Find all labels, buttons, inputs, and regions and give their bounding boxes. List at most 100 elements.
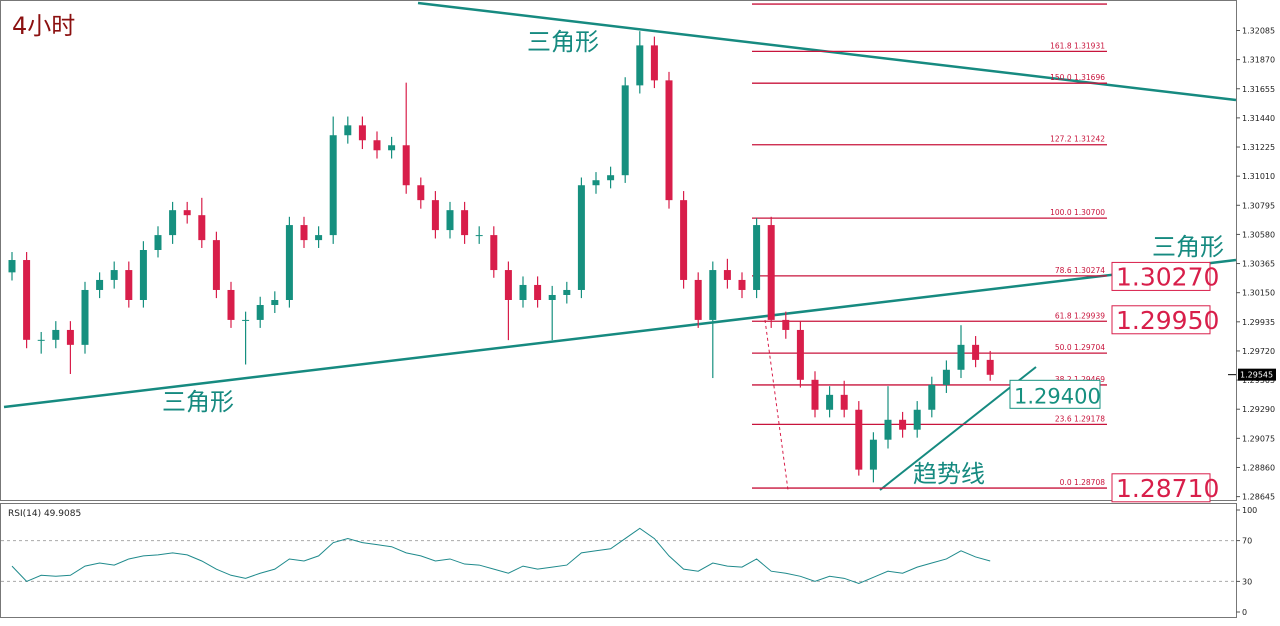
y-tick-label: 30 xyxy=(1242,577,1252,586)
candle-body xyxy=(110,270,118,280)
candle-body xyxy=(475,235,483,237)
candle-body xyxy=(811,379,819,410)
price-box xyxy=(1111,473,1211,503)
y-tick-label: 1.28860 xyxy=(1242,463,1275,472)
candle-body xyxy=(767,225,775,320)
price-box xyxy=(1111,305,1211,335)
y-tick-label: 1.31010 xyxy=(1242,172,1275,181)
candle-body xyxy=(242,319,250,321)
fib-label: 50.0 1.29704 xyxy=(1055,343,1105,352)
candle-body xyxy=(490,235,498,271)
candle-body xyxy=(37,339,45,341)
candle-body xyxy=(300,225,308,241)
candle-body xyxy=(650,45,658,81)
rsi-line xyxy=(11,527,991,584)
y-tick-label: 1.31655 xyxy=(1242,85,1275,94)
candle-body xyxy=(256,305,264,320)
candle-body xyxy=(782,319,790,330)
candle-body xyxy=(680,200,688,280)
y-tick-label: 0 xyxy=(1242,608,1247,617)
candle-body xyxy=(709,270,717,320)
fib-label: 23.6 1.29178 xyxy=(1055,414,1105,423)
candle-body xyxy=(957,344,965,370)
y-tick-label: 1.28645 xyxy=(1242,493,1275,502)
candle-body xyxy=(358,125,366,141)
chart-title: 4小时 xyxy=(12,12,75,40)
candle-body xyxy=(621,85,629,176)
y-tick-label: 1.30580 xyxy=(1242,230,1275,239)
candle-body xyxy=(607,175,615,181)
candle-body xyxy=(665,80,673,201)
candle-body xyxy=(855,409,863,470)
fib-label: 161.8 1.31931 xyxy=(1050,41,1105,50)
fib-label: 38.2 1.29469 xyxy=(1055,375,1105,384)
candle-body xyxy=(796,329,804,380)
candle-body xyxy=(329,135,337,236)
candle-body xyxy=(694,279,702,320)
price-box xyxy=(1009,379,1101,409)
annotation: 三角形 xyxy=(1152,233,1224,261)
candle-body xyxy=(519,284,527,300)
price-box xyxy=(1111,261,1211,291)
candle-body xyxy=(23,260,31,340)
candle-body xyxy=(344,125,352,136)
projection-line xyxy=(764,319,789,491)
candle-body xyxy=(972,344,980,360)
candle-body xyxy=(942,369,950,385)
current-price-label: 1.29545 xyxy=(1240,371,1273,380)
y-tick-label: 1.31440 xyxy=(1242,114,1275,123)
fib-label: 150.0 1.31696 xyxy=(1050,73,1105,82)
candle-body xyxy=(723,270,731,280)
candle-body xyxy=(271,300,279,306)
candle-body xyxy=(738,279,746,290)
candle-body xyxy=(52,329,60,340)
candle-body xyxy=(636,45,644,86)
candle-body xyxy=(388,145,396,151)
candle-body xyxy=(373,140,381,151)
candle-body xyxy=(125,270,133,300)
candle-body xyxy=(227,289,235,320)
candle-body xyxy=(563,289,571,295)
candle-body xyxy=(154,235,162,250)
y-tick-label: 1.31225 xyxy=(1242,143,1275,152)
y-tick-label: 100 xyxy=(1242,506,1257,515)
candle-body xyxy=(753,225,761,290)
candle-body xyxy=(504,270,512,300)
rsi-title: RSI(14) 49.9085 xyxy=(8,509,81,519)
y-tick-label: 1.31870 xyxy=(1242,56,1275,65)
candle-body xyxy=(461,210,469,236)
candle-body xyxy=(869,439,877,470)
fib-label: 0.0 1.28708 xyxy=(1060,478,1106,487)
rsi-panel xyxy=(0,503,1237,618)
y-tick-label: 1.30150 xyxy=(1242,289,1275,298)
y-tick-label: 1.29075 xyxy=(1242,434,1275,443)
annotation: 三角形 xyxy=(527,28,599,56)
candle-body xyxy=(913,409,921,430)
candle-body xyxy=(285,225,293,300)
y-tick-label: 1.29935 xyxy=(1242,318,1275,327)
candle-body xyxy=(96,279,104,290)
fib-label: 78.6 1.30274 xyxy=(1055,266,1105,275)
candle-body xyxy=(139,250,147,300)
candle-body xyxy=(81,289,89,345)
candle-body xyxy=(402,145,410,186)
candle-body xyxy=(315,235,323,241)
candle-body xyxy=(169,210,177,236)
y-tick-label: 70 xyxy=(1242,537,1252,546)
y-tick-label: 1.29290 xyxy=(1242,405,1275,414)
candle-body xyxy=(431,200,439,231)
candle-body xyxy=(928,384,936,410)
candle-body xyxy=(840,394,848,410)
candle-body xyxy=(212,240,220,290)
candle-body xyxy=(198,215,206,241)
triangle-lower-line xyxy=(3,258,1237,409)
annotation: 三角形 xyxy=(162,388,234,416)
candle-body xyxy=(417,185,425,201)
price-box-label: 1.29950 xyxy=(1116,306,1219,335)
candle-body xyxy=(986,359,994,375)
candle-body xyxy=(66,329,74,345)
candle-body xyxy=(8,260,16,273)
price-box-label: 1.28710 xyxy=(1116,474,1219,503)
